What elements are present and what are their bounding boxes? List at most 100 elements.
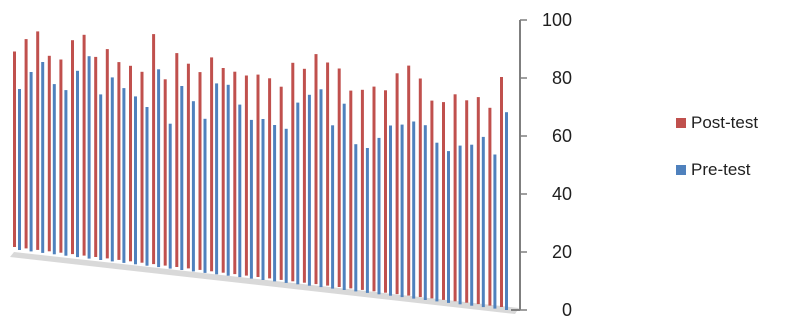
post-test-bar	[360, 89, 364, 290]
pre-test-bar	[226, 84, 230, 276]
tick-label: 80	[552, 68, 572, 88]
tick-label: 40	[552, 184, 572, 204]
post-test-bar	[453, 94, 457, 302]
pre-test-bar	[191, 101, 195, 272]
pre-test-bar	[354, 144, 358, 292]
floor	[10, 252, 519, 314]
pre-test-bar	[273, 125, 277, 282]
pre-test-bar	[423, 125, 427, 300]
legend: Post-test Pre-test	[676, 113, 758, 179]
pre-test-bar	[110, 77, 114, 262]
post-test-bar	[326, 62, 330, 286]
post-test-bar	[279, 86, 283, 280]
pre-test-bar	[481, 136, 485, 308]
post-test-bar	[465, 100, 469, 303]
tick-label: 0	[562, 300, 572, 320]
pre-test-bar	[261, 119, 265, 280]
tick-label: 20	[552, 242, 572, 262]
post-test-bar	[47, 55, 51, 252]
post-test-bar	[117, 62, 121, 260]
post-test-bar	[82, 34, 86, 256]
post-test-bar	[244, 75, 248, 276]
pre-test-bar	[134, 96, 137, 265]
post-test-bar	[186, 63, 190, 269]
legend-label: Pre-test	[691, 160, 751, 179]
post-test-bar	[94, 56, 98, 258]
pre-test-bar	[331, 125, 335, 289]
post-test-bar	[140, 71, 144, 263]
pre-test-bar	[377, 137, 381, 295]
pre-test-bar	[29, 72, 33, 252]
post-test-bar	[71, 40, 74, 255]
pre-test-bar	[203, 118, 207, 273]
pre-test-bar	[470, 144, 474, 306]
pre-test-bar	[18, 89, 21, 250]
post-test-bar	[152, 34, 156, 265]
tick-label: 100	[542, 10, 572, 30]
pre-test-bar	[307, 94, 311, 286]
post-test-bar	[105, 49, 109, 259]
pre-test-bar	[76, 70, 79, 258]
pre-test-bar	[447, 151, 450, 303]
pre-test-bar	[493, 154, 497, 309]
pre-test-bar	[319, 89, 323, 288]
pre-test-bar	[99, 94, 103, 261]
post-test-bar	[221, 68, 225, 273]
post-test-bar	[36, 31, 40, 250]
post-test-bar	[442, 102, 445, 300]
post-test-bar	[372, 86, 376, 292]
post-test-bar	[198, 72, 202, 270]
post-test-bar	[210, 57, 214, 272]
pre-test-bar	[168, 123, 172, 269]
post-test-bar	[314, 54, 318, 285]
post-test-bar	[163, 79, 167, 266]
pre-test-bar	[238, 104, 242, 278]
post-test-bar	[337, 68, 341, 287]
post-test-bar	[395, 73, 399, 295]
post-test-bar	[302, 68, 306, 283]
pre-test-bar	[296, 102, 300, 285]
post-test-bar	[418, 78, 422, 297]
value-axis: 0 20 40 60 80 100	[511, 10, 572, 320]
tick-label: 60	[552, 126, 572, 146]
post-test-bar	[175, 53, 179, 267]
legend-swatch	[676, 118, 686, 128]
post-test-bar	[476, 97, 480, 305]
post-test-bar	[291, 62, 295, 282]
pre-test-bar	[122, 88, 126, 263]
post-test-bar	[488, 107, 492, 306]
pre-test-bar	[145, 107, 149, 266]
pre-test-bar	[249, 119, 253, 279]
post-test-bar	[13, 51, 16, 247]
pre-test-bar	[284, 128, 288, 283]
pre-test-bar	[400, 124, 404, 298]
post-test-bar	[349, 90, 353, 289]
pre-test-bar	[157, 69, 161, 268]
post-test-bar	[268, 78, 272, 279]
post-test-bar	[430, 100, 434, 299]
post-test-bar	[500, 77, 503, 307]
pre-test-bar	[87, 56, 91, 259]
post-test-bar	[256, 74, 260, 277]
pre-test-bar	[412, 121, 416, 299]
plot-area	[10, 31, 519, 314]
legend-swatch	[676, 165, 686, 175]
legend-label: Post-test	[691, 113, 758, 132]
pre-test-bar	[64, 90, 68, 256]
pre-test-bar	[52, 84, 56, 255]
pre-test-bar	[435, 142, 439, 302]
pre-test-bar	[389, 125, 392, 296]
post-test-bar	[407, 65, 411, 296]
post-test-bar	[129, 65, 132, 262]
post-test-bar	[233, 71, 237, 275]
pre-test-bar	[342, 103, 346, 290]
post-test-bar	[24, 39, 28, 249]
post-test-bar	[384, 90, 387, 293]
pre-test-bar	[458, 145, 462, 305]
pre-test-bar	[180, 86, 184, 270]
pre-test-bar	[41, 62, 45, 253]
post-test-bar	[59, 59, 63, 253]
pre-test-bar	[365, 148, 369, 293]
pre-test-bar	[505, 112, 508, 310]
